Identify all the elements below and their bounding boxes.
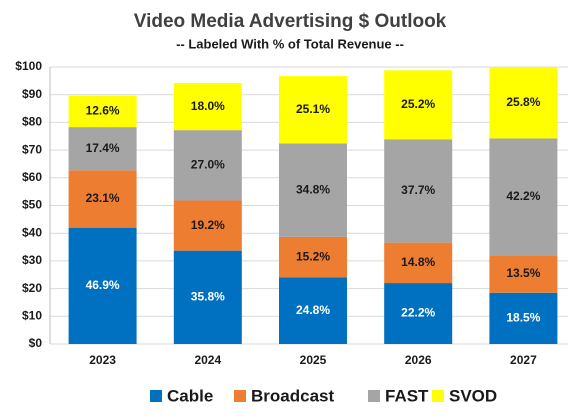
bar-segment — [68, 170, 137, 228]
data-label: 27.0% — [191, 158, 225, 172]
legend-swatch — [150, 390, 162, 402]
bar-segment — [489, 255, 558, 293]
bar-segment — [279, 277, 347, 344]
y-tick-label: $70 — [22, 142, 42, 156]
data-label: 13.5% — [506, 266, 540, 280]
legend-text: Broadcast — [251, 386, 334, 405]
y-tick-label: $0 — [29, 336, 43, 350]
y-tick-label: $10 — [22, 308, 42, 322]
bar-segment — [173, 83, 242, 131]
legend-text: FAST — [385, 386, 429, 405]
chart-subtitle: -- Labeled With % of Total Revenue -- — [176, 36, 404, 51]
data-label: 18.0% — [191, 99, 225, 113]
data-label: 12.6% — [86, 104, 120, 118]
data-label: 17.4% — [86, 141, 120, 155]
data-label: 24.8% — [296, 303, 330, 317]
bar-segment — [489, 292, 558, 344]
legend-swatch — [234, 390, 246, 402]
x-tick-label: 2027 — [510, 353, 537, 367]
bar-segment — [173, 250, 242, 344]
data-label: 37.7% — [401, 183, 435, 197]
data-label: 42.2% — [506, 189, 540, 203]
bar-segment — [489, 67, 558, 139]
data-label: 18.5% — [506, 311, 540, 325]
legend-swatch — [432, 390, 444, 402]
bar-segment — [384, 70, 453, 140]
bar-segment — [68, 95, 137, 128]
legend-text: Cable — [167, 386, 213, 405]
bar-segment — [384, 283, 453, 344]
y-tick-label: $80 — [22, 115, 42, 129]
bar-segment — [279, 76, 347, 144]
data-label: 23.1% — [86, 191, 120, 205]
bar-segment — [68, 227, 137, 344]
data-label: 46.9% — [86, 278, 120, 292]
y-tick-label: $60 — [22, 170, 42, 184]
y-tick-label: $30 — [22, 253, 42, 267]
x-tick-label: 2025 — [300, 353, 327, 367]
legend-text: SVOD — [449, 386, 497, 405]
bar-segment — [384, 242, 453, 284]
legend-swatch — [368, 390, 380, 402]
data-label: 25.1% — [296, 102, 330, 116]
bar-segment — [68, 127, 137, 171]
y-tick-label: $40 — [22, 225, 42, 239]
y-tick-label: $100 — [15, 59, 42, 73]
y-tick-label: $50 — [22, 198, 42, 212]
data-label: 25.2% — [401, 97, 435, 111]
x-tick-label: 2024 — [194, 353, 221, 367]
bar-segment — [384, 139, 453, 243]
bar-segment — [489, 138, 558, 256]
data-label: 14.8% — [401, 255, 435, 269]
y-tick-label: $20 — [22, 281, 42, 295]
data-label: 34.8% — [296, 182, 330, 196]
data-label: 19.2% — [191, 218, 225, 232]
bar-segment — [279, 236, 347, 278]
chart-title: Video Media Advertising $ Outlook — [134, 11, 447, 32]
data-label: 25.8% — [506, 95, 540, 109]
bar-segment — [173, 130, 242, 201]
x-tick-label: 2026 — [405, 353, 432, 367]
x-tick-label: 2023 — [89, 353, 116, 367]
data-label: 15.2% — [296, 249, 330, 263]
data-label: 35.8% — [191, 289, 225, 303]
data-label: 22.2% — [401, 306, 435, 320]
bar-segment — [279, 143, 347, 237]
y-tick-label: $90 — [22, 87, 42, 101]
bar-segment — [173, 200, 242, 251]
